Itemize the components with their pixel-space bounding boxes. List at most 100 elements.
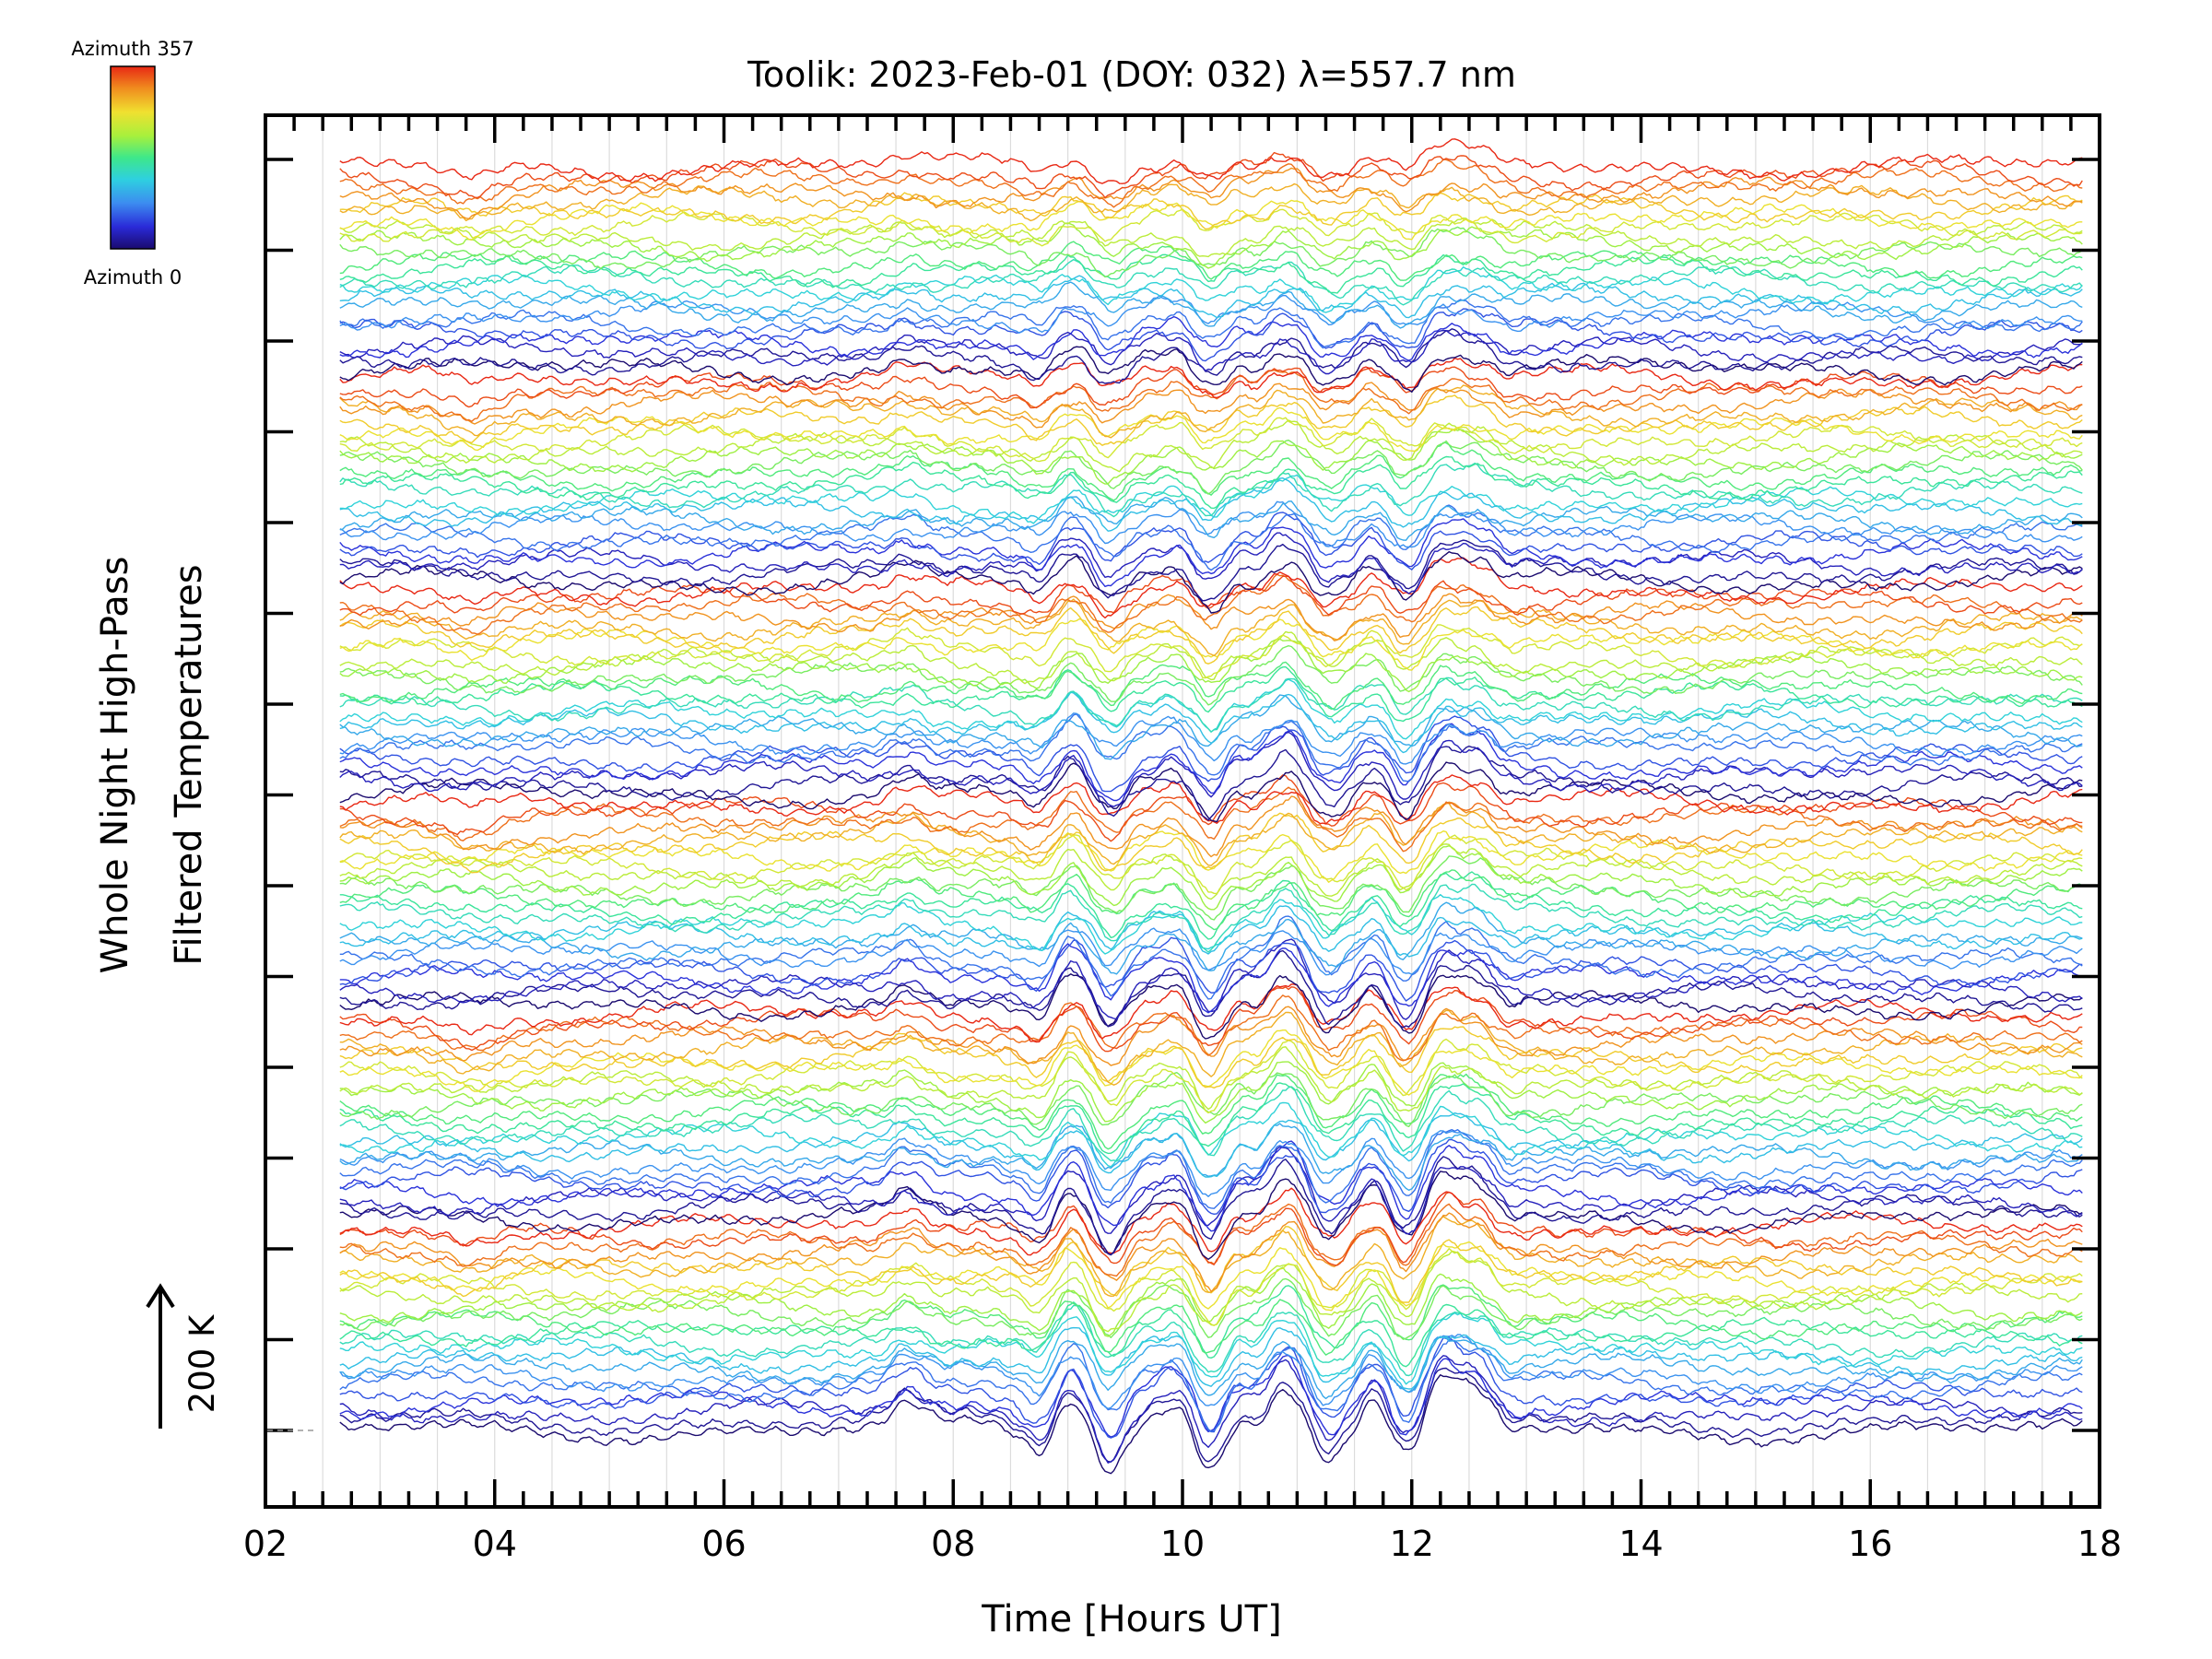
series-line (339, 1312, 2083, 1385)
series-line (339, 802, 2083, 866)
series-line (339, 843, 2083, 900)
series-line (339, 551, 2083, 614)
series-line (339, 1156, 2083, 1256)
series-line (339, 761, 2083, 823)
series-line (339, 593, 2083, 641)
series-line (339, 299, 2083, 349)
series-line (339, 226, 2083, 278)
series-line (339, 1354, 2083, 1438)
series-line (339, 1266, 2083, 1337)
series-line (339, 927, 2083, 976)
series-line (339, 1101, 2083, 1168)
series-line (339, 574, 2083, 617)
series-line (339, 1138, 2083, 1215)
series-line (339, 1086, 2083, 1162)
series-line (339, 253, 2083, 294)
series-line (339, 712, 2083, 765)
series-line (339, 308, 2083, 362)
series-line (339, 208, 2083, 247)
series-line (339, 1284, 2083, 1356)
series-line (339, 294, 2083, 334)
series-line (339, 1285, 2083, 1368)
series-line (339, 1006, 2083, 1066)
series-line (339, 949, 2083, 1029)
series-line (339, 645, 2083, 706)
series-line (339, 661, 2083, 710)
series-line (339, 1026, 2083, 1088)
series-line (339, 573, 2083, 635)
series-line (339, 1335, 2083, 1400)
series-line (339, 894, 2083, 955)
series-line (339, 1112, 2083, 1178)
series-line (339, 936, 2083, 1002)
x-tick-label: 14 (1618, 1524, 1663, 1564)
series-line (339, 1250, 2083, 1333)
series-line (339, 218, 2083, 258)
series-line (339, 1374, 2083, 1475)
series-line (339, 500, 2083, 548)
series-line (339, 328, 2083, 384)
series-line (339, 745, 2083, 821)
x-tick-label: 10 (1160, 1524, 1205, 1564)
scale-indicator: 200 K (146, 1283, 222, 1429)
series-line (339, 713, 2083, 782)
series-line (339, 539, 2083, 602)
series-line (339, 1072, 2083, 1127)
y-axis-label-line2: Filtered Temperatures (168, 564, 210, 965)
series-line (339, 557, 2083, 619)
series-line (339, 630, 2083, 685)
series-line (339, 812, 2083, 874)
series-line (339, 441, 2083, 501)
series-line (339, 723, 2083, 802)
series-line (339, 973, 2083, 1040)
series-line (339, 677, 2083, 733)
series-line (339, 624, 2083, 679)
series-line (339, 518, 2083, 587)
series-line (339, 598, 2083, 657)
series-line (339, 1030, 2083, 1096)
series-line (339, 871, 2083, 940)
series-line (339, 477, 2083, 532)
chart-title: Toolik: 2023-Feb-01 (DOY: 032) λ=557.7 n… (747, 54, 1516, 95)
scale-arrow-head (146, 1283, 175, 1309)
series-line (339, 1367, 2083, 1463)
series-line (339, 357, 2083, 399)
series-line (339, 901, 2083, 975)
series-line (339, 258, 2083, 306)
x-tick-label: 04 (473, 1524, 517, 1564)
series-line (339, 192, 2083, 230)
series-line (339, 1171, 2083, 1260)
series-line (339, 419, 2083, 473)
series-line (339, 455, 2083, 510)
series-line (339, 1009, 2083, 1086)
series-line (339, 691, 2083, 754)
series-line (339, 1277, 2083, 1340)
series-line (339, 159, 2083, 208)
y-axis-label-line1: Whole Night High-Pass (94, 557, 136, 974)
x-tick-label: 18 (2077, 1524, 2122, 1564)
x-axis-label: Time [Hours UT] (981, 1598, 1281, 1641)
series-line (339, 1073, 2083, 1150)
series-line (339, 1212, 2083, 1292)
series-line (339, 462, 2083, 518)
series-line (339, 915, 2083, 1000)
series-line (339, 905, 2083, 958)
series-line (339, 394, 2083, 446)
series-line (339, 417, 2083, 463)
series-line (339, 138, 2083, 184)
series-line (339, 199, 2083, 241)
colorbar-label-bottom: Azimuth 0 (84, 266, 182, 288)
series-line (339, 182, 2083, 222)
series-line (339, 1061, 2083, 1124)
series-line (339, 1203, 2083, 1277)
series-line (339, 504, 2083, 571)
series-line (339, 1241, 2083, 1312)
series-line (339, 795, 2083, 858)
series-line (339, 855, 2083, 921)
series-line (339, 496, 2083, 541)
series-line (339, 1334, 2083, 1409)
series-line (339, 1304, 2083, 1377)
series-line (339, 638, 2083, 693)
series-line (339, 943, 2083, 1014)
series-line (339, 266, 2083, 313)
